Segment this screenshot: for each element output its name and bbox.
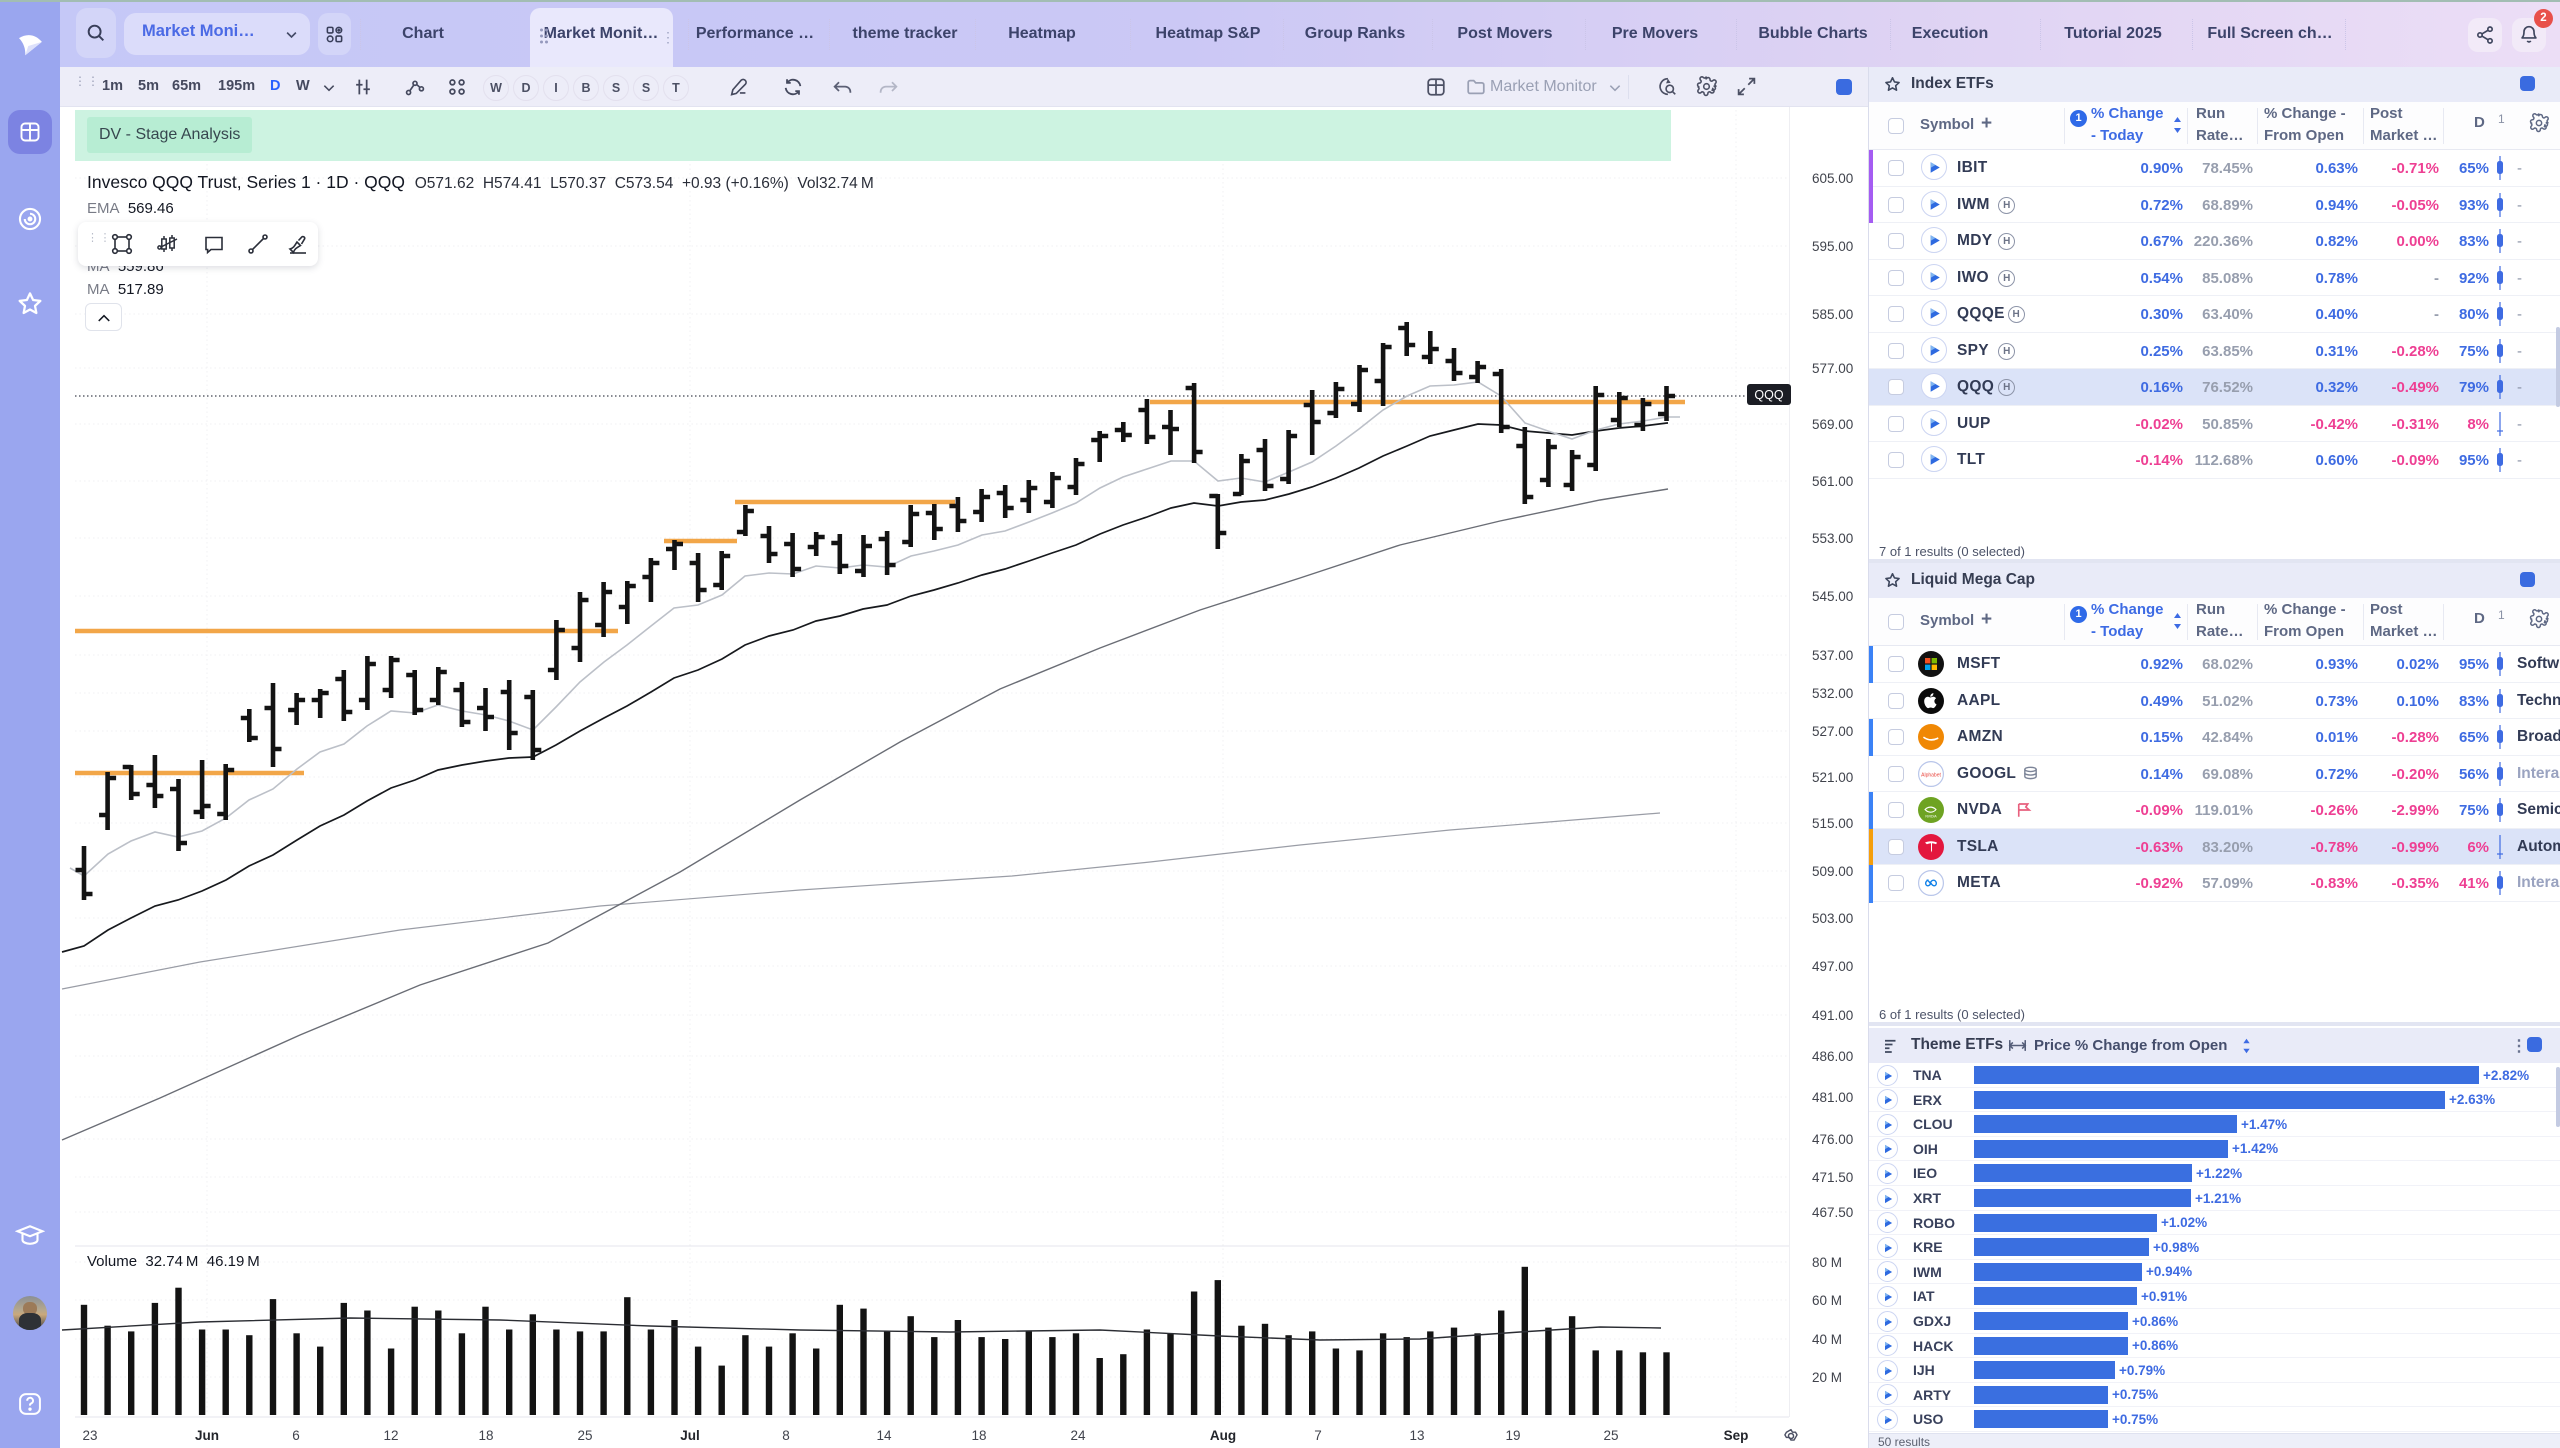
svg-text:561.00: 561.00 xyxy=(1812,474,1853,489)
svg-text:476.00: 476.00 xyxy=(1812,1132,1853,1147)
svg-text:19: 19 xyxy=(1505,1428,1520,1443)
svg-text:23: 23 xyxy=(82,1428,97,1443)
svg-text:553.00: 553.00 xyxy=(1812,531,1853,546)
svg-text:497.00: 497.00 xyxy=(1812,959,1853,974)
svg-text:Jun: Jun xyxy=(195,1428,219,1443)
svg-text:NVIDIA: NVIDIA xyxy=(1925,815,1937,819)
svg-text:8: 8 xyxy=(782,1428,790,1443)
svg-text:585.00: 585.00 xyxy=(1812,307,1853,322)
svg-text:521.00: 521.00 xyxy=(1812,770,1853,785)
svg-text:24: 24 xyxy=(1070,1428,1086,1443)
svg-text:7: 7 xyxy=(1314,1428,1322,1443)
svg-text:471.50: 471.50 xyxy=(1812,1170,1853,1185)
svg-text:25: 25 xyxy=(1603,1428,1618,1443)
svg-text:18: 18 xyxy=(478,1428,493,1443)
svg-text:527.00: 527.00 xyxy=(1812,724,1853,739)
svg-text:80 M: 80 M xyxy=(1812,1255,1842,1270)
svg-text:537.00: 537.00 xyxy=(1812,648,1853,663)
svg-text:12: 12 xyxy=(383,1428,398,1443)
svg-text:40 M: 40 M xyxy=(1812,1332,1842,1347)
svg-text:486.00: 486.00 xyxy=(1812,1049,1853,1064)
svg-text:Alphabet: Alphabet xyxy=(1921,772,1941,778)
svg-text:25: 25 xyxy=(577,1428,592,1443)
svg-text:532.00: 532.00 xyxy=(1812,686,1853,701)
svg-text:QQQ: QQQ xyxy=(1754,388,1783,402)
svg-text:20 M: 20 M xyxy=(1812,1370,1842,1385)
svg-text:60 M: 60 M xyxy=(1812,1293,1842,1308)
svg-text:Jul: Jul xyxy=(680,1428,700,1443)
svg-text:13: 13 xyxy=(1409,1428,1424,1443)
svg-text:14: 14 xyxy=(876,1428,892,1443)
svg-text:545.00: 545.00 xyxy=(1812,589,1853,604)
svg-text:491.00: 491.00 xyxy=(1812,1008,1853,1023)
svg-text:467.50: 467.50 xyxy=(1812,1205,1853,1220)
svg-text:18: 18 xyxy=(971,1428,986,1443)
svg-text:577.00: 577.00 xyxy=(1812,361,1853,376)
svg-text:605.00: 605.00 xyxy=(1812,171,1853,186)
svg-text:Sep: Sep xyxy=(1724,1428,1749,1443)
svg-text:595.00: 595.00 xyxy=(1812,239,1853,254)
svg-text:515.00: 515.00 xyxy=(1812,816,1853,831)
svg-text:503.00: 503.00 xyxy=(1812,911,1853,926)
svg-text:6: 6 xyxy=(292,1428,300,1443)
svg-text:481.00: 481.00 xyxy=(1812,1090,1853,1105)
svg-text:Aug: Aug xyxy=(1210,1428,1236,1443)
svg-text:569.00: 569.00 xyxy=(1812,417,1853,432)
svg-text:509.00: 509.00 xyxy=(1812,864,1853,879)
